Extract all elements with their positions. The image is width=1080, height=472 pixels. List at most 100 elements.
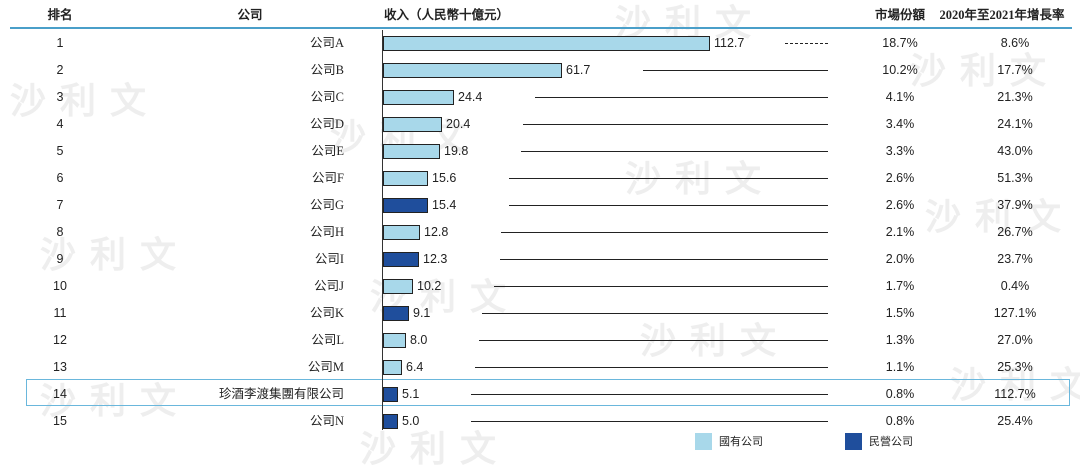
bar-value-label: 15.4 — [432, 198, 457, 212]
company-name: 公司F — [312, 171, 344, 185]
revenue-bar — [383, 36, 710, 51]
legend-item: 國有公司 — [695, 432, 805, 450]
revenue-bar — [383, 252, 419, 267]
company-name: 公司H — [309, 225, 344, 239]
table-row: 7 公司G 15.4 2.6% 37.9% — [0, 192, 1080, 219]
rank-cell: 12 — [53, 333, 67, 347]
bar-value-label: 15.6 — [432, 171, 457, 185]
market-share-cell: 10.2% — [882, 63, 918, 77]
header-revenue: 收入（人民幣十億元） — [384, 8, 510, 22]
table-row: 1 公司A 112.7 18.7% 8.6% — [0, 30, 1080, 57]
revenue-bar — [383, 306, 409, 321]
revenue-bar — [383, 63, 562, 78]
growth-rate-cell: 37.9% — [997, 198, 1033, 212]
legend-label: 國有公司 — [719, 436, 763, 448]
leader-line — [501, 232, 828, 233]
company-name: 公司E — [311, 144, 344, 158]
growth-rate-cell: 51.3% — [997, 171, 1033, 185]
leader-line — [479, 340, 828, 341]
growth-rate-cell: 23.7% — [997, 252, 1033, 266]
market-share-cell: 2.1% — [885, 225, 915, 239]
company-name: 公司M — [307, 360, 344, 374]
header-rank: 排名 — [47, 8, 73, 22]
revenue-bar — [383, 144, 440, 159]
header-market-share: 市場份額 — [874, 8, 925, 22]
revenue-bar — [383, 171, 428, 186]
leader-line — [494, 286, 828, 287]
rank-cell: 11 — [53, 306, 67, 320]
bar-value-label: 12.3 — [423, 252, 448, 266]
table-row: 6 公司F 15.6 2.6% 51.3% — [0, 165, 1080, 192]
revenue-bar — [383, 90, 454, 105]
market-share-cell: 1.5% — [885, 306, 915, 320]
market-share-cell: 3.3% — [885, 144, 915, 158]
bar-value-label: 12.8 — [424, 225, 449, 239]
company-name: 公司K — [309, 306, 344, 320]
rank-cell: 15 — [53, 414, 67, 428]
leader-line — [471, 394, 828, 395]
legend-item: 民營公司 — [845, 432, 955, 450]
leader-line — [509, 178, 828, 179]
leader-line — [471, 421, 828, 422]
revenue-bar — [383, 225, 420, 240]
market-share-cell: 1.7% — [885, 279, 915, 293]
market-share-cell: 1.3% — [885, 333, 915, 347]
table-row: 15 公司N 5.0 0.8% 25.4% — [0, 408, 1080, 435]
bar-value-label: 24.4 — [458, 90, 483, 104]
growth-rate-cell: 112.7% — [994, 387, 1036, 401]
market-share-cell: 2.6% — [885, 171, 915, 185]
bar-value-label: 20.4 — [446, 117, 471, 131]
chart-axis — [382, 30, 383, 430]
table-row: 8 公司H 12.8 2.1% 26.7% — [0, 219, 1080, 246]
leader-line — [482, 313, 828, 314]
revenue-bar — [383, 279, 413, 294]
table-row: 12 公司L 8.0 1.3% 27.0% — [0, 327, 1080, 354]
company-name: 公司A — [309, 36, 344, 50]
bar-value-label: 61.7 — [566, 63, 591, 77]
growth-rate-cell: 27.0% — [997, 333, 1033, 347]
rank-cell: 9 — [56, 252, 64, 266]
revenue-bar — [383, 117, 442, 132]
table-row: 13 公司M 6.4 1.1% 25.3% — [0, 354, 1080, 381]
growth-rate-cell: 0.4% — [1000, 279, 1030, 293]
leader-line — [535, 97, 828, 98]
rank-cell: 6 — [56, 171, 64, 185]
rank-cell: 13 — [53, 360, 67, 374]
rank-cell: 8 — [56, 225, 64, 239]
rank-cell: 4 — [56, 117, 64, 131]
rank-cell: 14 — [53, 387, 67, 401]
company-name: 公司N — [309, 414, 344, 428]
revenue-bar — [383, 387, 398, 402]
growth-rate-cell: 17.7% — [997, 63, 1033, 77]
market-share-cell: 0.8% — [885, 414, 915, 428]
revenue-bar — [383, 198, 428, 213]
market-share-cell: 0.8% — [885, 387, 915, 401]
leader-line — [521, 151, 828, 152]
table-row: 10 公司J 10.2 1.7% 0.4% — [0, 273, 1080, 300]
leader-line — [500, 259, 828, 260]
company-name: 公司G — [309, 198, 344, 212]
bar-value-label: 8.0 — [410, 333, 428, 347]
rank-cell: 5 — [56, 144, 64, 158]
bar-value-label: 10.2 — [417, 279, 442, 293]
growth-rate-cell: 24.1% — [997, 117, 1033, 131]
company-name: 公司D — [309, 117, 344, 131]
market-share-cell: 1.1% — [885, 360, 915, 374]
legend-swatch-private — [845, 433, 862, 450]
revenue-bar — [383, 414, 398, 429]
bar-value-label: 5.1 — [402, 387, 420, 401]
rank-cell: 10 — [53, 279, 67, 293]
company-name: 公司B — [310, 63, 344, 77]
bar-value-label: 112.7 — [714, 36, 745, 50]
company-name: 公司L — [311, 333, 344, 347]
growth-rate-cell: 21.3% — [997, 90, 1033, 104]
rank-cell: 3 — [56, 90, 64, 104]
bar-value-label: 6.4 — [406, 360, 424, 374]
table-row: 11 公司K 9.1 1.5% 127.1% — [0, 300, 1080, 327]
company-name: 公司C — [310, 90, 344, 104]
leader-line — [523, 124, 828, 125]
market-share-cell: 2.0% — [885, 252, 915, 266]
header-growth: 2020年至2021年增長率 — [939, 8, 1065, 22]
leader-line — [643, 70, 828, 71]
table-row: 3 公司C 24.4 4.1% 21.3% — [0, 84, 1080, 111]
